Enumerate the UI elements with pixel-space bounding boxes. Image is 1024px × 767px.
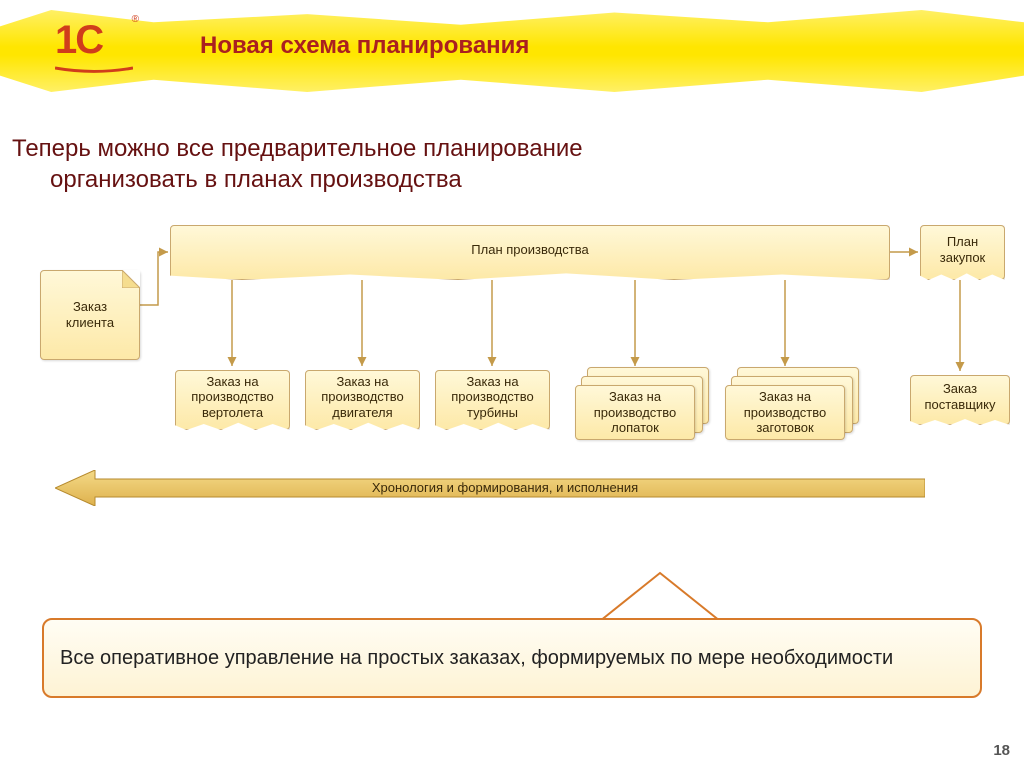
box-order-billets: Заказ на производство заготовок xyxy=(725,385,845,440)
logo-text: 1C xyxy=(55,18,102,62)
box-label: План производства xyxy=(471,242,588,258)
box-supplier-order: Заказ поставщику xyxy=(910,375,1010,425)
subtitle: Теперь можно все предварительное планиро… xyxy=(12,133,583,195)
callout-tail-icon xyxy=(600,571,720,621)
box-label: План закупок xyxy=(940,234,985,265)
box-label: Заказ на производство лопаток xyxy=(594,389,676,436)
box-label: Заказ клиента xyxy=(66,299,114,330)
timeline-label: Хронология и формирования, и исполнения xyxy=(372,480,638,495)
logo-1c: 1C ® xyxy=(55,18,133,73)
subtitle-line1: Теперь можно все предварительное планиро… xyxy=(12,135,583,162)
box-label: Заказ на производство двигателя xyxy=(321,374,403,421)
box-production-plan: План производства xyxy=(170,225,890,280)
logo-underline-icon xyxy=(55,63,133,73)
box-order-engine: Заказ на производство двигателя xyxy=(305,370,420,430)
box-label: Заказ на производство турбины xyxy=(451,374,533,421)
box-order-blades: Заказ на производство лопаток xyxy=(575,385,695,440)
box-label: Заказ поставщику xyxy=(924,381,995,412)
subtitle-line2: организовать в планах производства xyxy=(12,164,583,195)
box-purchase-plan: План закупок xyxy=(920,225,1005,280)
box-label: Заказ на производство заготовок xyxy=(744,389,826,436)
page-title: Новая схема планирования xyxy=(200,32,529,60)
box-client-order: Заказ клиента xyxy=(40,270,140,360)
page-number: 18 xyxy=(993,742,1010,759)
callout-text: Все оперативное управление на простых за… xyxy=(60,647,893,670)
callout-box: Все оперативное управление на простых за… xyxy=(42,618,982,698)
fold-corner-icon xyxy=(122,270,140,288)
timeline-arrow: Хронология и формирования, и исполнения xyxy=(55,470,925,506)
box-order-turbine: Заказ на производство турбины xyxy=(435,370,550,430)
box-order-helicopter: Заказ на производство вертолета xyxy=(175,370,290,430)
box-label: Заказ на производство вертолета xyxy=(191,374,273,421)
